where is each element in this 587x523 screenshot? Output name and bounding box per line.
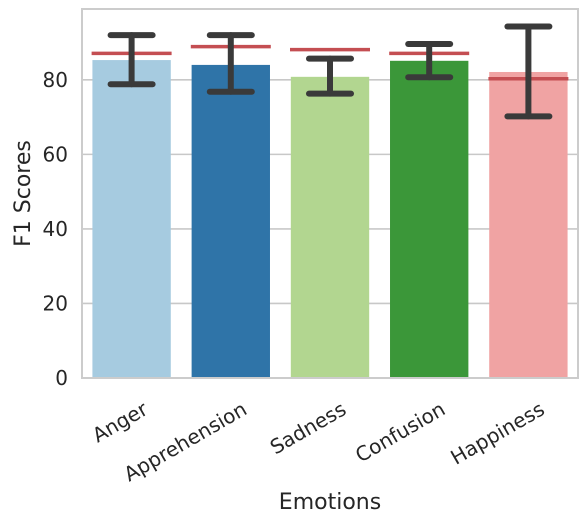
error-bar-sadness: [306, 55, 354, 97]
y-tick-label: 20: [43, 291, 68, 315]
y-tick-label: 40: [43, 217, 68, 241]
plot-frame: [81, 8, 579, 379]
error-bar-anger: [107, 32, 156, 88]
error-bar-confusion: [405, 41, 454, 81]
bar-anger: [92, 60, 171, 379]
y-tick-label: 60: [43, 142, 68, 166]
x-tick-label: Happiness: [446, 397, 548, 470]
error-bar-happiness: [504, 23, 553, 120]
bar-happiness: [489, 71, 568, 378]
x-tick-label: Confusion: [351, 397, 449, 468]
x-axis-label: Emotions: [279, 490, 381, 515]
bars: [92, 60, 568, 379]
x-tick-label: Anger: [88, 396, 152, 447]
bar-apprehension: [191, 64, 270, 378]
error-bar-apprehension: [206, 32, 255, 95]
y-tick-label: 80: [43, 68, 68, 92]
error-bars: [107, 23, 553, 120]
bar-sadness: [290, 76, 370, 378]
bar-confusion: [390, 60, 469, 379]
y-tick-labels: 0 20 40 60 80: [43, 68, 68, 390]
x-tick-label: Sadness: [266, 397, 350, 460]
y-tick-label: 0: [55, 366, 68, 390]
y-axis-label: F1 Scores: [11, 140, 36, 247]
